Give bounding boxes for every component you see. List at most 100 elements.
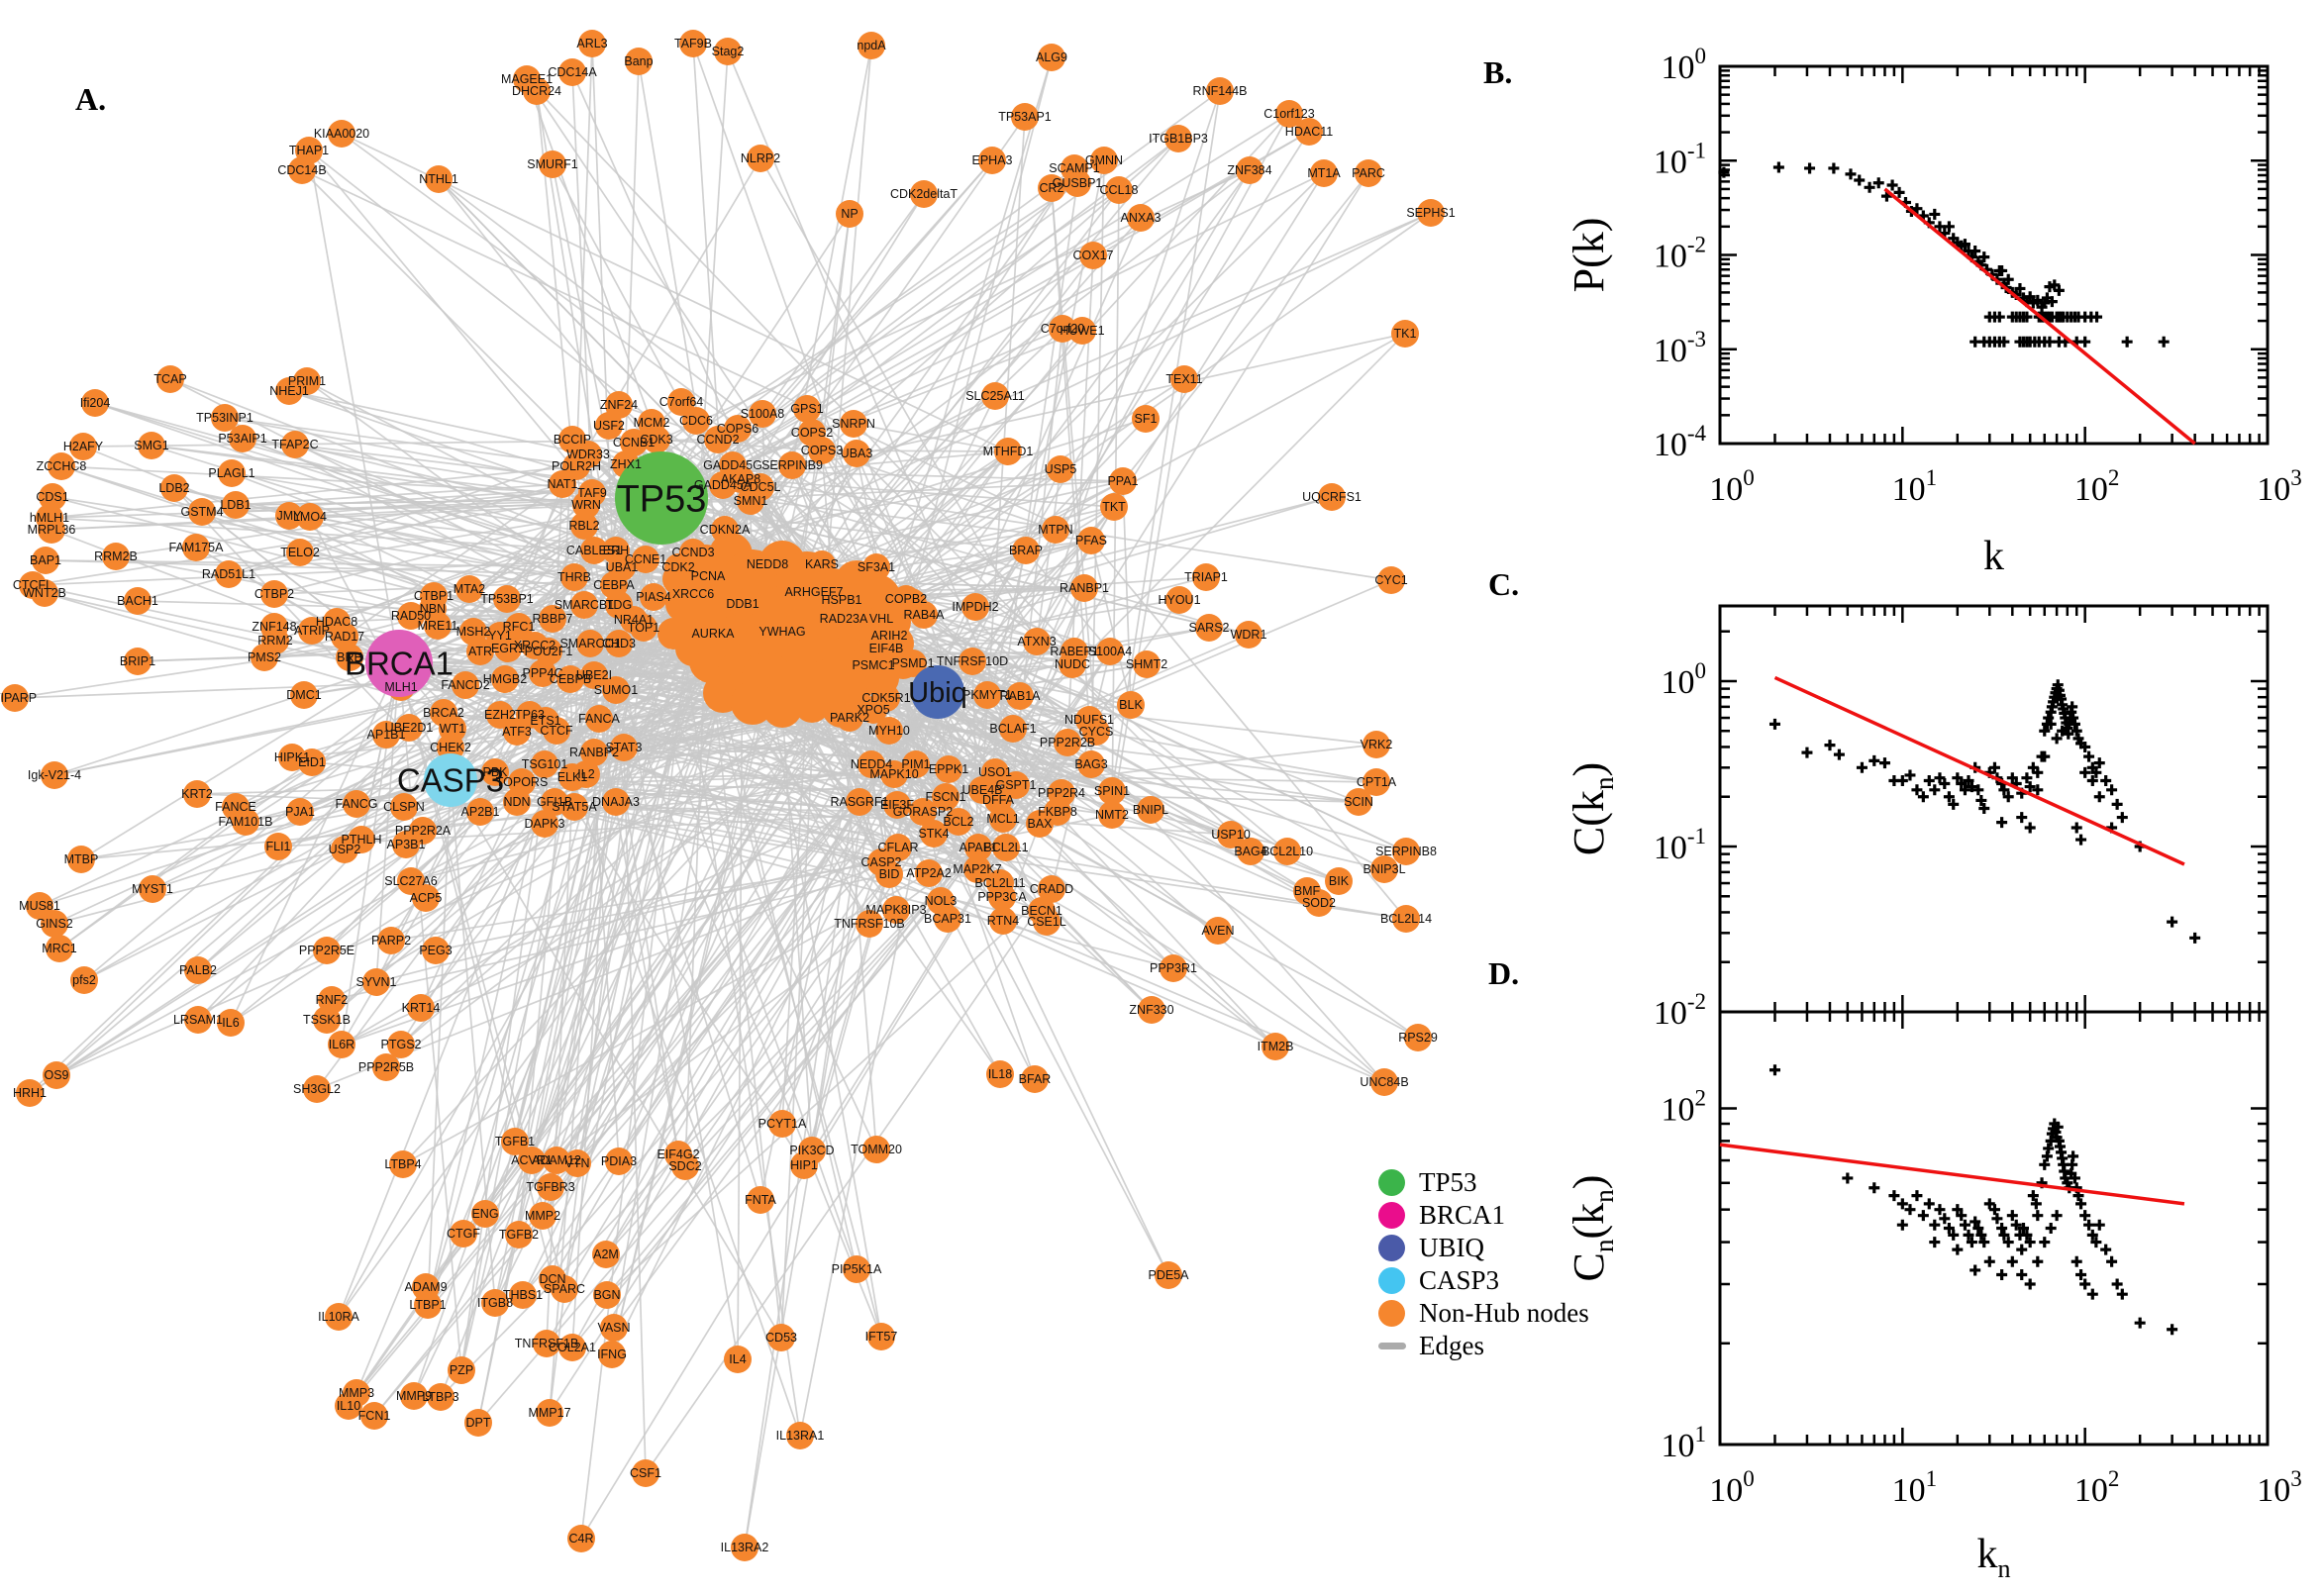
network-node-label: ZNF330 (1129, 1003, 1173, 1017)
network-node (481, 758, 509, 786)
network-node-label: DPT (466, 1416, 491, 1430)
network-node-label: GORASP2 (893, 805, 953, 819)
tick-label: 10-4 (1654, 421, 1707, 463)
network-node-label: AKAP8 (721, 472, 760, 486)
network-node-label: USP10 (1211, 828, 1251, 842)
tick-label: 100 (1709, 465, 1755, 508)
network-node (67, 846, 95, 873)
fit-line (1719, 1143, 2185, 1206)
network-node (501, 1128, 529, 1155)
network-node-label: IL13RA2 (721, 1541, 769, 1554)
network-node (1236, 156, 1263, 184)
network-node-label: MTA2 (454, 582, 485, 596)
network-node (1060, 638, 1088, 665)
network-node (531, 750, 558, 778)
network-node-label: DAPK3 (525, 817, 565, 831)
network-node-label: COX17 (1073, 249, 1114, 262)
network-node-label: GSTM4 (180, 505, 223, 519)
tick-label: 102 (2074, 1466, 2120, 1509)
network-node-label: ETS1 (530, 714, 560, 728)
network-node-label: DCN (539, 1272, 565, 1286)
network-node (910, 601, 938, 629)
network-node (531, 810, 558, 838)
network-node-label: BNIP3L (1363, 862, 1405, 876)
network-node-label: ZNF148 (252, 620, 296, 634)
network-node-label: PPA1 (1107, 474, 1138, 488)
network-node (664, 553, 692, 581)
network-node (856, 910, 883, 938)
network-node-label: CPT1A (1357, 775, 1397, 789)
network-node (360, 1402, 388, 1430)
network-node (1318, 483, 1346, 511)
network-node (69, 433, 97, 460)
network-node-label: PARP2 (371, 934, 411, 948)
network-node (331, 623, 358, 650)
network-node (556, 665, 584, 693)
edge-line-icon (1378, 1343, 1406, 1349)
network-node-label: ALG9 (1036, 50, 1067, 64)
network-node (699, 620, 727, 648)
network-node-label: CSE1L (1027, 915, 1066, 929)
network-node (331, 836, 358, 863)
brca1-dot-icon (1378, 1202, 1405, 1229)
network-node-label: KARS (805, 557, 839, 571)
network-node (124, 648, 152, 675)
network-node (466, 638, 494, 665)
network-node (275, 502, 303, 530)
network-node-label: YY1 (488, 629, 512, 643)
network-node (605, 391, 633, 419)
network-node (858, 32, 885, 59)
network-node (260, 580, 288, 608)
network-node-label: EGR1 (491, 642, 525, 655)
network-node-label: ARHGEF7 (784, 585, 843, 599)
network-node-label: AURKA (691, 627, 735, 641)
y-axis-label: C(kn) (1565, 762, 1619, 855)
network-node-label: BRE (337, 650, 362, 664)
network-node-label: RRM2 (257, 634, 292, 648)
network-node-label: AP2B1 (461, 805, 500, 819)
network-node-label: ZNF384 (1227, 163, 1271, 177)
network-node-label: MTPN (1038, 523, 1072, 537)
network-node (303, 1075, 331, 1103)
network-node-label: ZNF24 (600, 398, 638, 412)
network-node-label: TOPORS (496, 775, 549, 789)
network-node (286, 798, 314, 826)
network-node-label: USP2 (329, 843, 361, 856)
network-node-label: NP (841, 207, 858, 221)
network-node (491, 665, 519, 693)
network-node-label: IL18 (988, 1067, 1012, 1081)
network-node-label: MAGEE1 (501, 72, 553, 86)
network-node (747, 1186, 774, 1214)
network-node-label: KRT2 (181, 787, 213, 801)
network-node-label: NEDD4 (851, 757, 892, 771)
network-node (858, 750, 885, 778)
network-node (711, 516, 739, 544)
network-node (578, 30, 606, 57)
network-node-label: MAPK10 (869, 767, 918, 781)
network-node-label: C7orf64 (659, 395, 704, 409)
network-node-label: P53AIP1 (218, 432, 266, 446)
network-node-label: RAD50 (391, 609, 431, 623)
network-node-label: WNT2B (23, 586, 66, 600)
network-node-label: BECN1 (1021, 904, 1062, 918)
network-node (1295, 118, 1323, 146)
network-node-label: PPP2R2B (1040, 736, 1095, 749)
network-node (1077, 750, 1105, 778)
network-cluster-node (794, 687, 830, 723)
network-node (184, 1006, 212, 1034)
network-node (1305, 889, 1333, 917)
network-node (862, 553, 890, 581)
hub-label-ubiq: Ubiq (908, 677, 967, 709)
network-node-label: CYC1 (1374, 573, 1407, 587)
network-node-label: PIAS4 (636, 590, 670, 604)
network-node (281, 431, 309, 458)
network-node-label: LMO4 (293, 510, 327, 524)
network-node-label: STK4 (918, 827, 949, 841)
network-node-label: SMURF1 (527, 157, 577, 171)
network-node-label: PPP3CA (977, 890, 1027, 904)
network-node-label: MUS81 (19, 899, 60, 913)
network-node-label: TP53BP1 (480, 592, 534, 606)
